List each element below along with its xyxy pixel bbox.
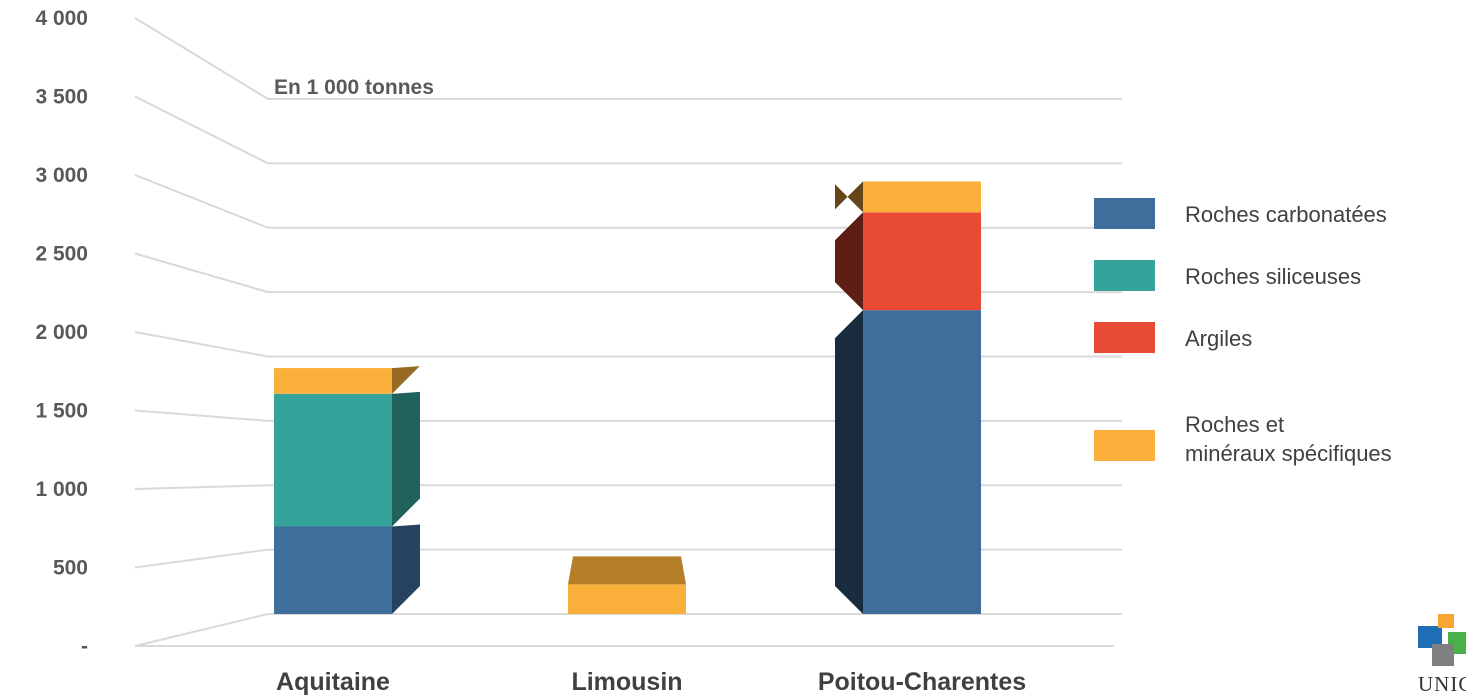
legend-swatch <box>1094 260 1155 291</box>
bars <box>274 181 981 614</box>
bar-segment <box>274 368 392 394</box>
y-tick-label: 3 500 <box>35 86 88 109</box>
y-axis: - 500 1 000 1 500 2 000 2 500 3 000 3 500 4 000 <box>35 7 88 658</box>
bar-side-face <box>835 181 863 213</box>
legend-item: Roches siliceuses <box>1094 256 1466 318</box>
bar-segment <box>274 393 392 527</box>
gridline-side <box>134 484 269 490</box>
gridline-side <box>134 252 269 294</box>
legend-swatch <box>1094 430 1155 461</box>
x-tick-label: Limousin <box>571 668 682 696</box>
legend: Roches carbonatées Roches siliceuses Argil… <box>1094 194 1466 466</box>
bar-segment <box>863 181 981 213</box>
y-tick-label: 2 500 <box>35 243 88 266</box>
bar-segment <box>863 212 981 311</box>
legend-label: Roches carbonatées <box>1185 202 1387 227</box>
y-tick-label: 4 000 <box>35 7 88 30</box>
y-tick-label: 1 500 <box>35 400 88 423</box>
gridline-side <box>134 174 269 229</box>
bar-side-face <box>835 212 863 311</box>
bar-side-face <box>835 310 863 614</box>
bar-side-face <box>392 391 420 527</box>
legend-label: Argiles <box>1185 326 1253 351</box>
legend-label: Roches et minéraux spécifiques <box>1185 412 1392 466</box>
y-tick-label: 500 <box>53 557 88 580</box>
bar-top-face <box>568 556 686 585</box>
bar-side-face <box>392 524 420 614</box>
bar-segment <box>274 526 392 614</box>
gridline-side <box>134 613 269 647</box>
legend-item: Argiles <box>1094 318 1466 380</box>
legend-item: Roches et minéraux spécifiques <box>1094 380 1466 466</box>
gridline-side <box>134 17 269 100</box>
bar-segment <box>863 310 981 614</box>
logo-text: UNICE <box>1418 672 1466 696</box>
unice-logo: UNICE <box>1418 614 1466 699</box>
gridline-side <box>134 548 269 569</box>
y-tick-label: 2 000 <box>35 321 88 344</box>
bar-segment <box>568 584 686 614</box>
x-tick-label: Aquitaine <box>276 668 390 696</box>
y-tick-label: - <box>81 635 88 658</box>
gridline-side <box>134 331 269 358</box>
legend-swatch <box>1094 198 1155 229</box>
y-tick-label: 1 000 <box>35 478 88 501</box>
logo-mark-icon <box>1418 614 1466 666</box>
x-tick-label: Poitou-Charentes <box>818 668 1026 696</box>
gridline-side <box>134 95 269 165</box>
gridline-side <box>134 409 269 422</box>
legend-label: Roches siliceuses <box>1185 264 1362 289</box>
y-tick-label: 3 000 <box>35 164 88 187</box>
unit-label: En 1 000 tonnes <box>274 76 434 99</box>
legend-item: Roches carbonatées <box>1094 194 1466 256</box>
bar-side-face <box>392 365 420 394</box>
x-axis: Aquitaine Limousin Poitou-Charentes <box>276 668 1026 696</box>
legend-swatch <box>1094 322 1155 353</box>
